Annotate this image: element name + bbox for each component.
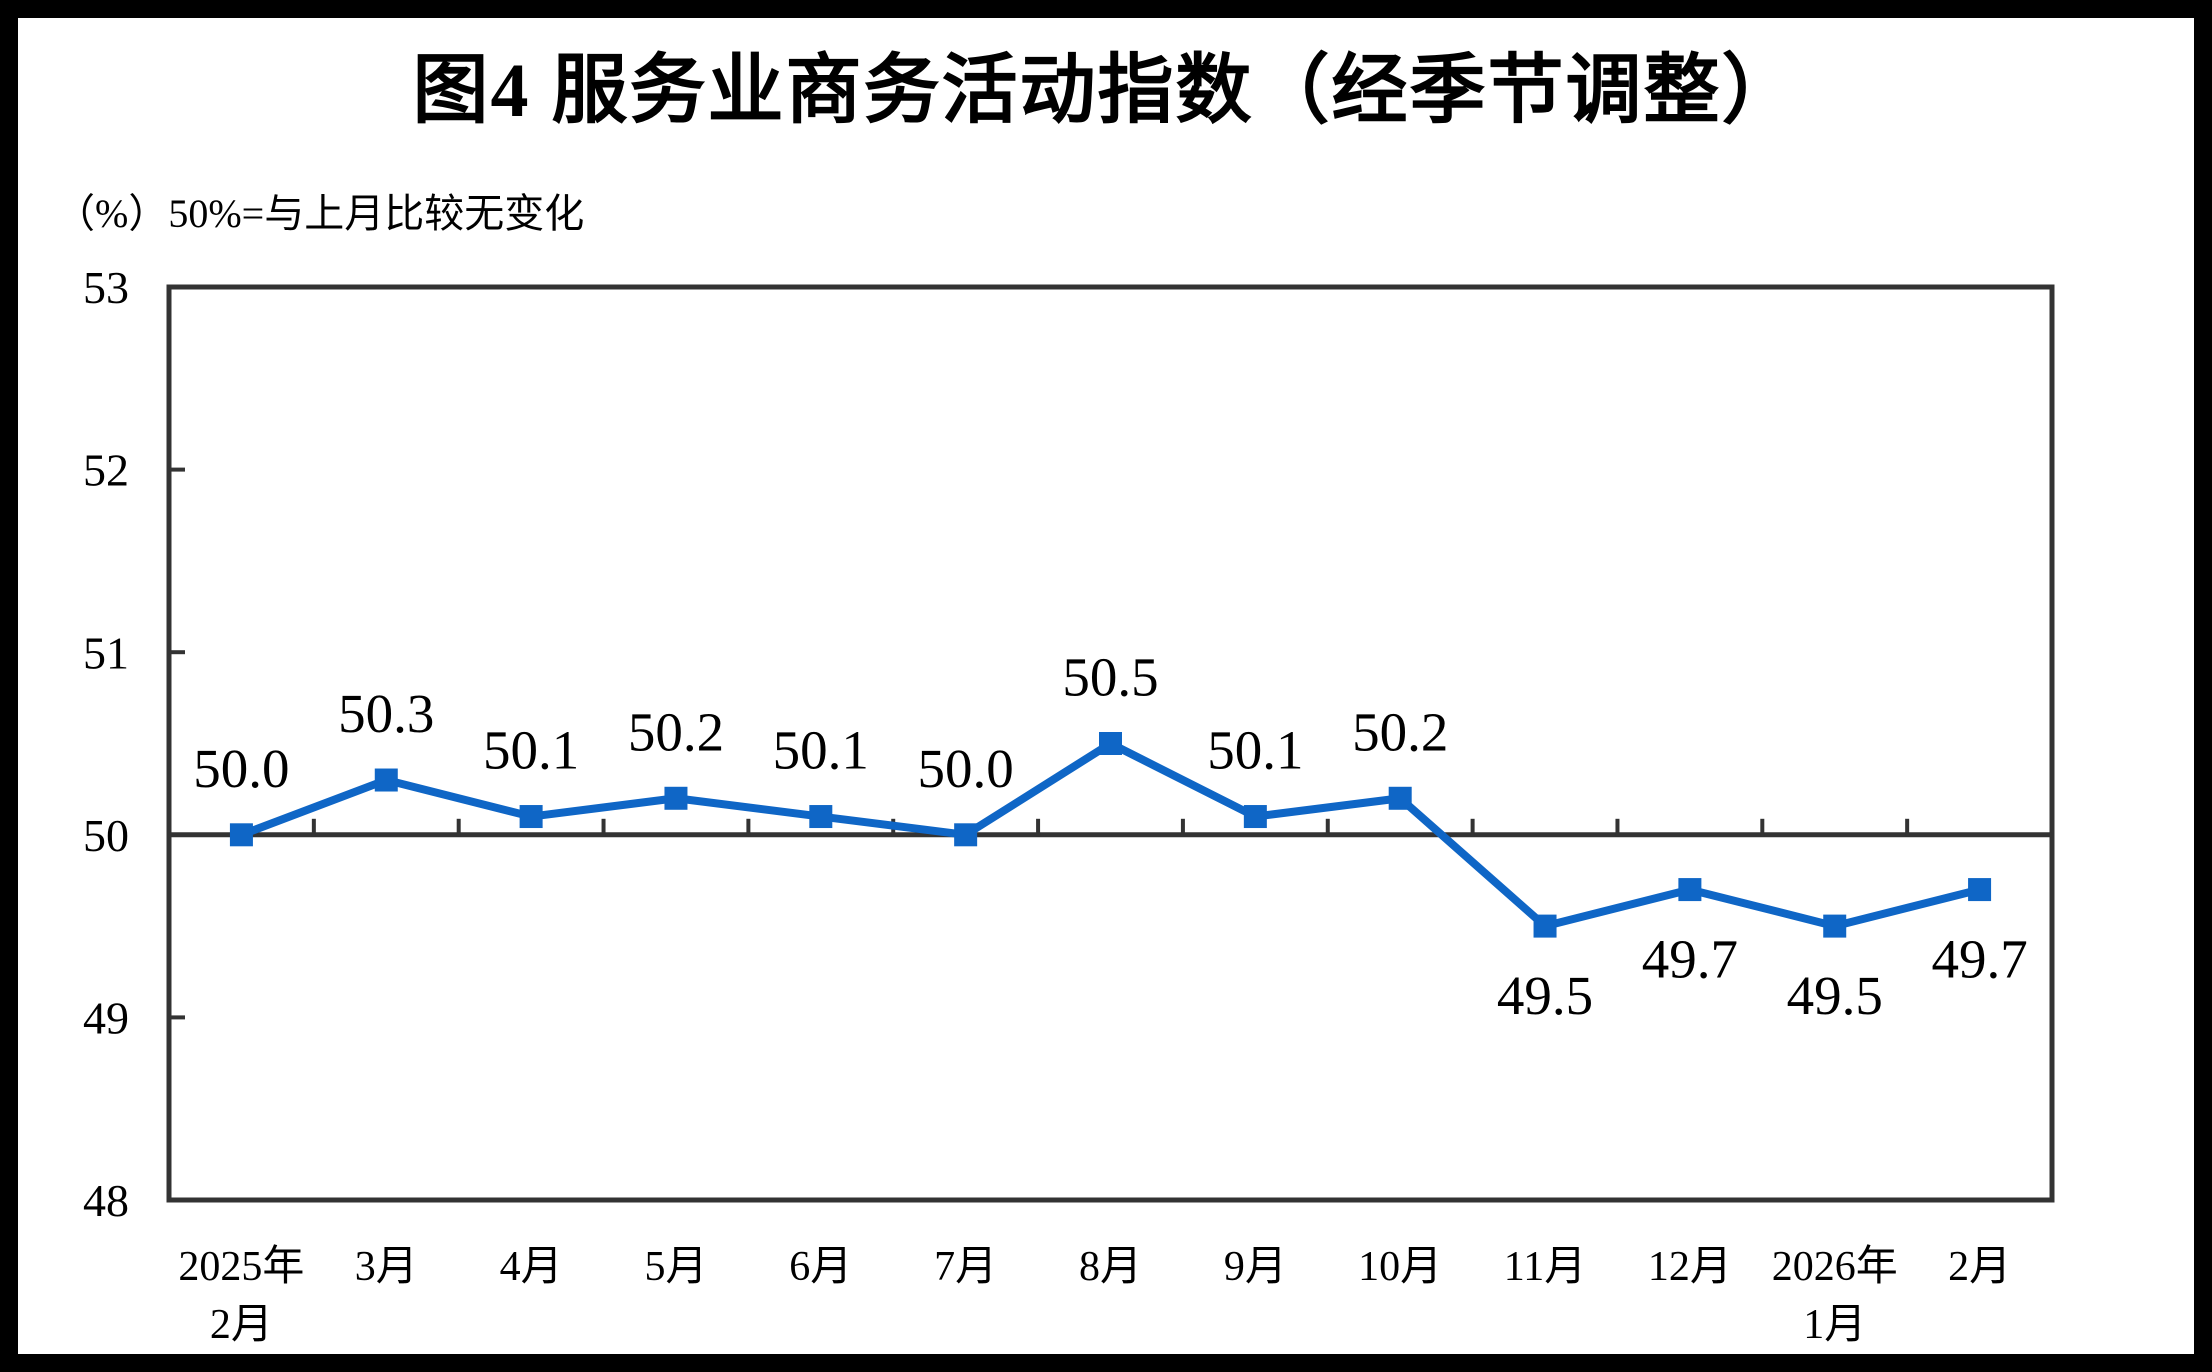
y-tick-label: 53 [83,262,129,313]
data-point-marker [1533,914,1557,938]
x-tick-label: 5月 [644,1244,707,1290]
y-tick-label: 49 [83,993,129,1044]
data-point-marker [954,823,978,847]
data-label: 50.0 [193,738,289,799]
data-point-marker [664,786,688,810]
data-point-marker [519,805,543,829]
y-tick-label: 51 [83,627,129,678]
x-tick-label: 12月 [1648,1244,1732,1290]
data-point-marker [229,823,253,847]
x-tick-label: 1月 [1803,1302,1866,1348]
chart-title: 图4 服务业商务活动指数（经季节调整） [412,49,1800,133]
data-label: 49.7 [1931,929,2027,990]
y-tick-label: 48 [83,1175,129,1226]
x-tick-label: 2026年 [1772,1243,1898,1290]
data-point-marker [1243,805,1267,829]
data-label: 50.0 [918,738,1014,799]
x-tick-label: 3月 [355,1244,418,1290]
data-label: 50.2 [1352,701,1448,762]
x-tick-label: 7月 [934,1244,997,1290]
data-point-marker [1678,878,1702,902]
y-tick-label: 52 [83,445,129,496]
data-label: 50.5 [1062,647,1158,708]
x-tick-label: 2月 [1948,1244,2011,1290]
y-tick-label: 50 [83,810,129,861]
x-tick-label: 10月 [1358,1244,1442,1290]
data-point-marker [1388,786,1412,810]
data-label: 49.5 [1787,965,1883,1026]
line-chart: 53 52 51 50 49 48 2025年 2月 3月 4月 5月 6月 7月 8月 9月 10月 11月 1… [83,262,2055,1348]
data-label: 50.3 [338,683,434,744]
axis-unit-note: （%）50%=与上月比较无变化 [55,191,585,236]
data-label: 50.2 [628,701,724,762]
data-label: 49.7 [1642,929,1738,990]
x-tick-label: 2025年 [178,1243,304,1290]
data-point-marker [1823,914,1847,938]
data-point-marker [374,768,398,792]
data-label: 50.1 [483,720,579,781]
data-point-marker [809,805,833,829]
data-point-marker [1099,732,1122,755]
plot-border [166,284,2055,1203]
x-tick-label: 11月 [1504,1244,1586,1290]
data-point-marker [1968,878,1992,902]
data-label: 49.5 [1497,965,1593,1026]
x-tick-label: 8月 [1079,1244,1142,1290]
data-label: 50.1 [1207,720,1303,781]
x-tick-label: 4月 [500,1244,563,1290]
x-tick-label: 9月 [1224,1244,1287,1290]
x-tick-label: 6月 [789,1244,852,1290]
data-label: 50.1 [773,720,869,781]
x-tick-label: 2月 [210,1302,273,1348]
